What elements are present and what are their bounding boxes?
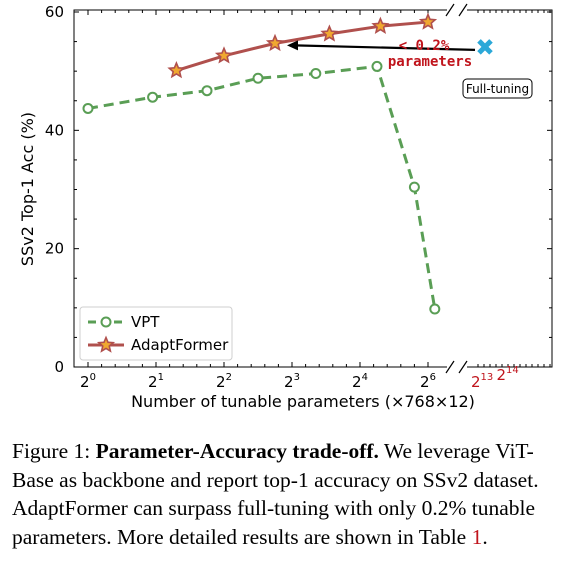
- adaptformer-point: [214, 46, 234, 64]
- adaptformer-point: [167, 61, 186, 79]
- caption-table-ref[interactable]: 1: [471, 524, 483, 549]
- fulltuning-label: Full-tuning: [466, 82, 529, 96]
- series-line-vpt: [87, 64, 437, 310]
- vpt-point: [408, 181, 420, 193]
- x-tick-label: 21: [148, 372, 164, 391]
- y-axis-title: SSv2 Top-1 Acc (%): [18, 112, 37, 266]
- series-line-adaptformer: [175, 20, 429, 73]
- y-tick-label: 20: [45, 240, 64, 258]
- break-slash: [458, 3, 468, 17]
- fulltuning-label-box: [462, 78, 533, 99]
- break-gap: [447, 363, 467, 371]
- caption-end: .: [482, 524, 488, 549]
- caption-prefix: Figure 1:: [12, 439, 96, 463]
- x-tick-label: 24: [352, 372, 368, 391]
- figure-caption: Figure 1: Parameter-Accuracy trade-off. …: [12, 437, 568, 551]
- x-tick-label: 23: [284, 372, 300, 391]
- x-break-tick-labels: 213 214: [471, 365, 519, 391]
- vpt-point: [201, 85, 213, 97]
- series-layer: [82, 12, 441, 315]
- plot-frame: [73, 9, 553, 368]
- annotation-layer: < 0.2%parameters Full-tuning: [287, 38, 533, 99]
- vpt-point: [82, 102, 94, 114]
- adaptformer-point: [265, 33, 285, 52]
- y-axis: 0 20 40 60: [45, 3, 552, 376]
- adaptformer-point: [320, 24, 339, 42]
- legend-swatch-marker: [100, 316, 112, 328]
- y-tick-label: 40: [45, 121, 64, 139]
- vpt-point: [429, 303, 441, 315]
- vpt-point: [147, 91, 159, 103]
- legend: VPT AdaptFormer: [79, 306, 233, 361]
- adaptformer-point: [371, 16, 390, 34]
- annotation-arrow: [294, 44, 476, 52]
- x-axis: 20 21 22 23 24 26 213 214: [80, 10, 551, 391]
- y-tick-label: 0: [54, 358, 64, 376]
- legend-label-adaptformer: AdaptFormer: [131, 336, 229, 354]
- break-slash: [445, 3, 455, 17]
- vpt-point: [310, 68, 322, 80]
- annotation-arrowhead: [287, 40, 298, 51]
- vpt-point: [252, 72, 264, 84]
- adaptformer-point: [418, 12, 438, 30]
- annotation-percent: < 0.2%: [399, 38, 450, 54]
- legend-label-vpt: VPT: [131, 313, 160, 331]
- legend-swatch-marker: [96, 335, 116, 353]
- annotation-parameters: parameters: [388, 54, 472, 70]
- legend-box: [79, 306, 233, 361]
- caption-bold: Parameter-Accuracy trade-off.: [95, 439, 379, 463]
- break-slash: [445, 360, 455, 374]
- x-tick-label: 22: [216, 372, 232, 391]
- x-axis-title: Number of tunable parameters (×768×12): [131, 392, 475, 411]
- chart: 0 20 40 60 20 21 22 23 24 26 213 214 < 0.2%parame…: [18, 3, 553, 411]
- break-slash: [458, 360, 468, 374]
- y-tick-label: 60: [45, 3, 64, 21]
- x-tick-label: 26: [420, 372, 436, 391]
- x-tick-label: 20: [80, 372, 96, 391]
- break-gap: [447, 6, 467, 14]
- vpt-point: [371, 60, 383, 72]
- axis-break-marks: [445, 3, 468, 374]
- caption-body: We leverage ViT-Base as backbone and rep…: [12, 439, 539, 549]
- fulltuning-marker: [477, 39, 493, 55]
